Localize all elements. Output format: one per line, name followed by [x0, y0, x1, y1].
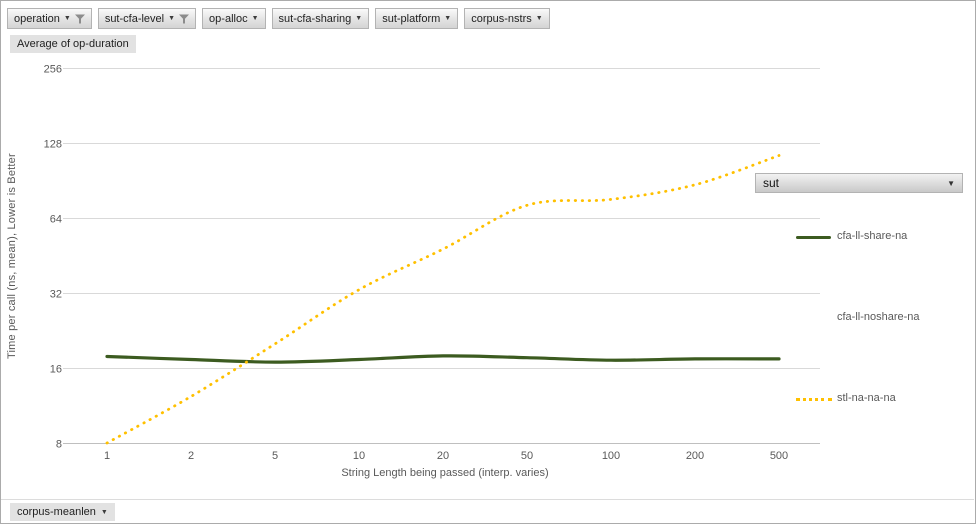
chevron-down-icon: ▼ [251, 15, 259, 22]
svg-text:5: 5 [272, 450, 278, 462]
svg-text:64: 64 [50, 214, 62, 226]
filter-funnel-icon [74, 14, 85, 23]
field-button-sut-cfa-sharing[interactable]: sut-cfa-sharing ▼ [271, 8, 370, 29]
legend-swatch-stl-na-na-na [796, 398, 832, 401]
chevron-down-icon: ▼ [444, 15, 452, 22]
chevron-down-icon: ▼ [168, 15, 176, 22]
legend-field-label: sut [763, 176, 780, 190]
chart-panel-divider [1, 499, 974, 500]
field-button-label: corpus-nstrs [471, 12, 532, 25]
chevron-down-icon: ▼ [355, 15, 363, 22]
svg-text:16: 16 [50, 364, 62, 376]
svg-text:500: 500 [770, 450, 788, 462]
legend-entry-cfa-ll-share-na: cfa-ll-share-na [837, 230, 908, 242]
axis-field-button-corpus-meanlen[interactable]: corpus-meanlen ▼ [10, 503, 115, 521]
svg-text:10: 10 [353, 450, 365, 462]
legend-entry-cfa-ll-noshare-na: cfa-ll-noshare-na [837, 311, 920, 323]
field-button-operation[interactable]: operation ▼ [7, 8, 92, 29]
legend-entry-stl-na-na-na: stl-na-na-na [837, 392, 896, 404]
field-button-op-alloc[interactable]: op-alloc ▼ [202, 8, 266, 29]
field-button-corpus-nstrs[interactable]: corpus-nstrs ▼ [464, 8, 550, 29]
svg-text:1: 1 [104, 450, 110, 462]
x-axis-title: String Length being passed (interp. vari… [341, 467, 549, 479]
value-field-label: Average of op-duration [17, 38, 129, 50]
chevron-down-icon: ▼ [535, 15, 543, 22]
svg-text:128: 128 [44, 139, 62, 151]
y-axis-title: Time per call (ns, mean), Lower is Bette… [6, 153, 18, 359]
legend-field-button-sut[interactable]: sut ▼ [755, 173, 963, 193]
svg-text:20: 20 [437, 450, 449, 462]
legend-swatch-cfa-ll-share-na [796, 236, 831, 239]
svg-text:50: 50 [521, 450, 533, 462]
svg-text:8: 8 [56, 439, 62, 451]
pivot-field-button-row: operation ▼ sut-cfa-level ▼ op-alloc ▼ s… [7, 8, 550, 29]
filter-funnel-icon [179, 14, 190, 23]
field-button-label: operation [14, 12, 60, 25]
chevron-down-icon: ▼ [63, 15, 71, 22]
axis-field-label: corpus-meanlen [17, 506, 96, 518]
field-button-sut-cfa-level[interactable]: sut-cfa-level ▼ [97, 8, 197, 29]
svg-text:200: 200 [686, 450, 704, 462]
chevron-down-icon: ▼ [100, 508, 108, 516]
field-button-label: op-alloc [209, 12, 248, 25]
field-button-label: sut-cfa-sharing [278, 12, 352, 25]
svg-text:32: 32 [50, 289, 62, 301]
field-button-label: sut-cfa-level [104, 12, 165, 25]
svg-text:100: 100 [602, 450, 620, 462]
svg-text:256: 256 [44, 64, 62, 76]
value-field-button[interactable]: Average of op-duration [10, 35, 136, 53]
chevron-down-icon: ▼ [947, 178, 955, 188]
svg-text:2: 2 [188, 450, 194, 462]
field-button-sut-platform[interactable]: sut-platform ▼ [375, 8, 459, 29]
field-button-label: sut-platform [382, 12, 441, 25]
